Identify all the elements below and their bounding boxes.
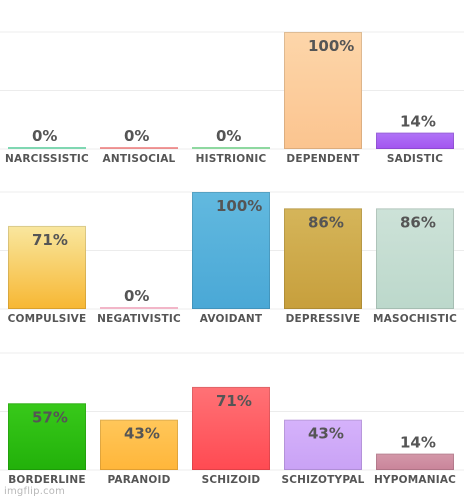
bar-outline <box>376 132 454 149</box>
bar-outline <box>284 419 362 471</box>
bar-avoidant <box>192 192 270 309</box>
bar-outline <box>192 192 270 309</box>
bar-borderline <box>8 403 86 470</box>
value-label: 0% <box>124 287 149 305</box>
value-label: 100% <box>216 197 262 215</box>
category-label: COMPULSIVE <box>8 313 87 325</box>
value-label: 43% <box>308 425 344 443</box>
bar-paranoid <box>100 419 178 470</box>
bar-antisocial <box>100 147 178 149</box>
category-label: SADISTIC <box>387 153 443 165</box>
bar-schizoid <box>192 386 270 470</box>
category-label: SCHIZOTYPAL <box>281 474 364 486</box>
bar-hypomaniac <box>376 453 454 470</box>
category-label: SCHIZOID <box>202 474 261 486</box>
bar-narcissistic <box>8 147 86 149</box>
category-label: HYPOMANIAC <box>374 474 456 486</box>
value-label: 100% <box>308 37 354 55</box>
value-label: 0% <box>32 127 57 145</box>
category-label: DEPENDENT <box>286 153 360 165</box>
category-label: ANTISOCIAL <box>103 153 176 165</box>
bar-outline <box>100 419 178 471</box>
category-label: DEPRESSIVE <box>286 313 361 325</box>
value-label: 14% <box>400 434 436 452</box>
bar-outline <box>284 208 362 310</box>
value-label: 71% <box>32 231 68 249</box>
bar-negativistic <box>100 307 178 309</box>
bar-outline <box>284 32 362 149</box>
category-label: BORDERLINE <box>8 474 86 486</box>
bar-outline <box>192 386 270 470</box>
value-label: 86% <box>308 213 344 231</box>
bar-outline <box>376 453 454 470</box>
bar-masochistic <box>376 208 454 309</box>
value-label: 86% <box>400 213 436 231</box>
value-label: 14% <box>400 113 436 131</box>
category-label: PARANOID <box>107 474 170 486</box>
bar-outline <box>8 225 86 309</box>
bar-depressive <box>284 208 362 309</box>
category-label: NARCISSISTIC <box>5 153 89 165</box>
category-label: NEGATIVISTIC <box>97 313 181 325</box>
value-label: 57% <box>32 408 68 426</box>
value-label: 43% <box>124 425 160 443</box>
value-label: 0% <box>124 127 149 145</box>
value-label: 71% <box>216 392 252 410</box>
bar-outline <box>8 403 86 470</box>
bar-dependent <box>284 32 362 149</box>
category-label: HISTRIONIC <box>196 153 267 165</box>
value-label: 0% <box>216 127 241 145</box>
bar-sadistic <box>376 132 454 149</box>
bar-outline <box>376 208 454 310</box>
watermark-text: imgflip.com <box>4 486 66 497</box>
bar-schizotypal <box>284 419 362 470</box>
bar-compulsive <box>8 225 86 309</box>
bar-histrionic <box>192 147 270 149</box>
category-label: AVOIDANT <box>200 313 263 325</box>
category-label: MASOCHISTIC <box>373 313 457 325</box>
